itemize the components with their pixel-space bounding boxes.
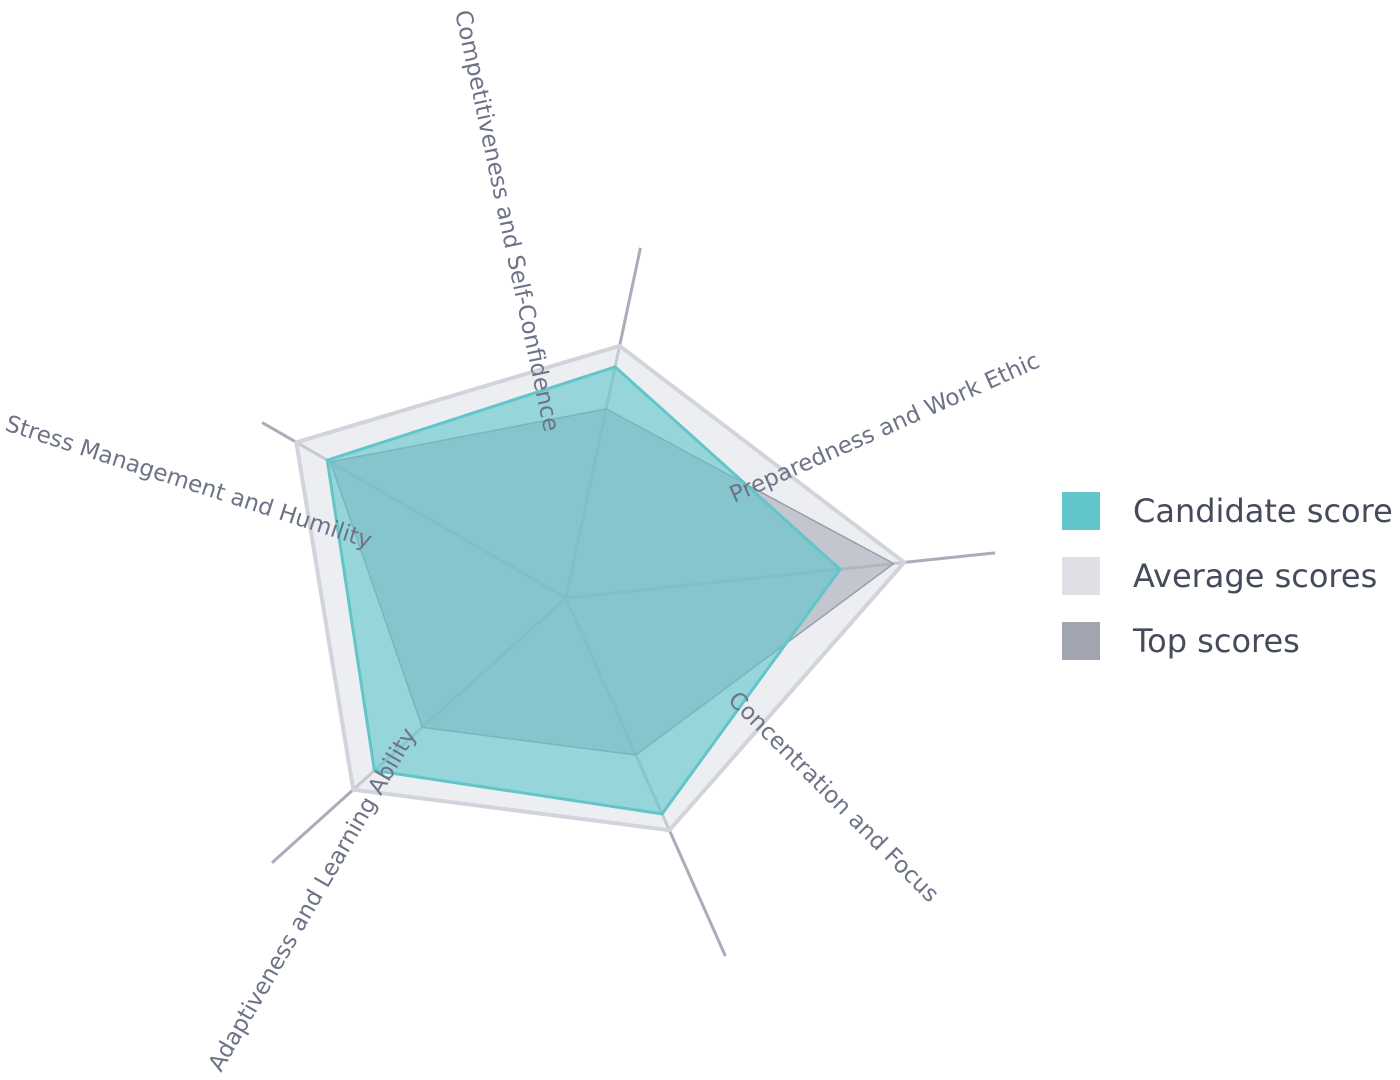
axis-label-concentration-and-focus: Concentration and Focus [723,687,944,908]
radar-series [294,343,907,833]
legend-label-candidate-score: Candidate score [1133,491,1393,530]
axis-label-competitiveness-and-self-confidence: Competitiveness and Self-Confidence [449,8,564,434]
legend-item-candidate-score[interactable]: Candidate score [1062,478,1393,543]
legend-item-average-scores[interactable]: Average scores [1062,543,1393,608]
legend-swatch-candidate-score [1062,491,1100,530]
axis-label-adaptiveness-and-learning-ability: Adaptiveness and Learning Ability [204,724,422,1076]
chart-legend: Candidate score Average scores Top score… [1062,478,1393,673]
legend-swatch-average-scores [1062,556,1100,595]
legend-item-top-scores[interactable]: Top scores [1062,608,1393,673]
legend-label-top-scores: Top scores [1133,621,1300,660]
legend-label-average-scores: Average scores [1133,556,1378,595]
series-candidate-score [325,365,842,816]
axis-label-preparedness-and-work-ethic: Preparedness and Work Ethic [726,348,1044,509]
legend-swatch-top-scores [1062,621,1100,660]
